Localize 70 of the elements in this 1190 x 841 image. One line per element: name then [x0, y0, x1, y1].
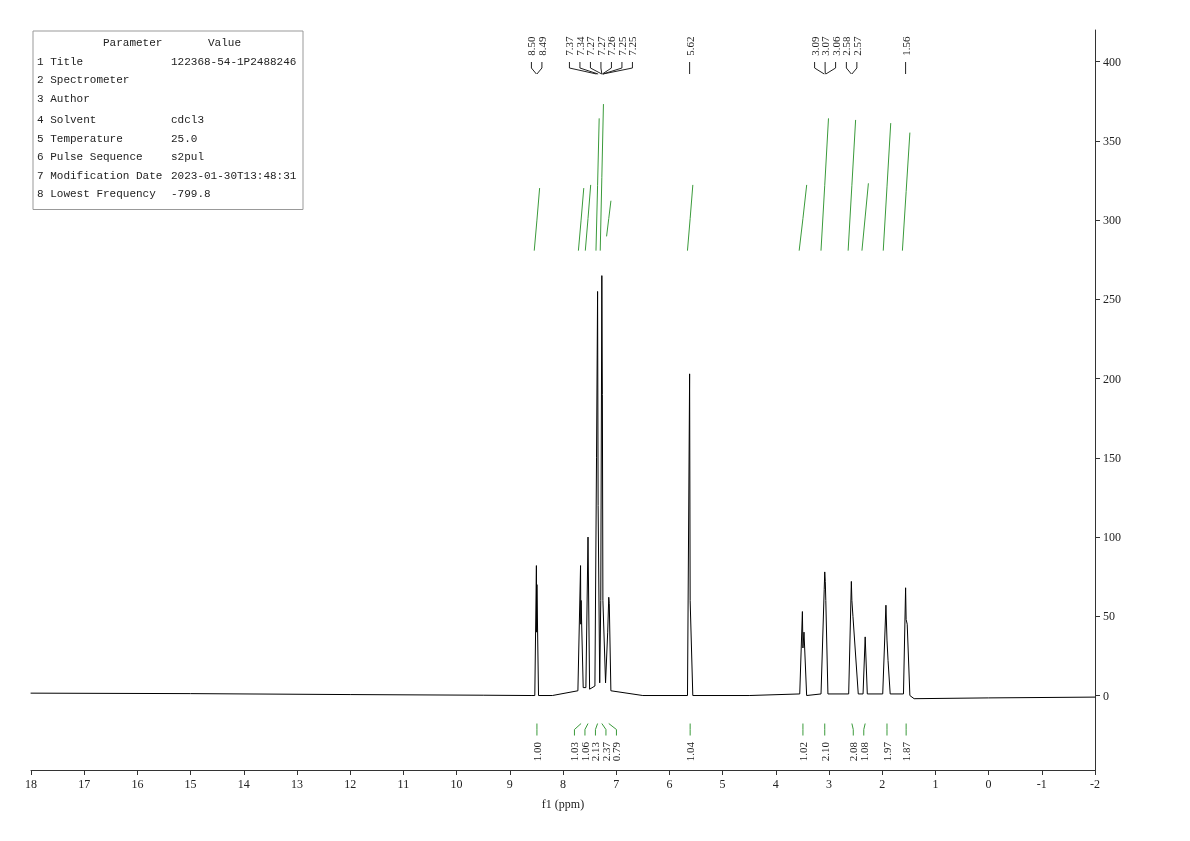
- annotation: 7.34: [573, 35, 586, 56]
- annotation: 1.02: [796, 741, 809, 762]
- text: 1 Title 122368-54-1P2488246: [37, 55, 297, 68]
- annotation: 7.27: [584, 35, 597, 56]
- x-tick-label: 8: [560, 777, 566, 791]
- y-tick-label: 400: [1103, 54, 1121, 69]
- annotation: 1.04: [684, 741, 697, 762]
- y-tick-label: 150: [1103, 450, 1121, 465]
- annotation: 8.50: [525, 35, 538, 56]
- y-tick-label: 250: [1103, 292, 1121, 307]
- x-tick-label: 3: [826, 777, 832, 791]
- x-tick-label: 12: [344, 777, 357, 791]
- annotation: 2.10: [818, 741, 831, 762]
- annotation: 7.25: [626, 35, 639, 56]
- text: 5 Temperature 25.0: [37, 132, 198, 145]
- annotation: 3.09: [808, 35, 821, 56]
- annotation: 2.57: [850, 35, 863, 56]
- annotation: 2.37: [599, 741, 612, 762]
- x-tick-label: 17: [78, 777, 91, 791]
- x-axis-title: f1 (ppm): [541, 797, 585, 811]
- annotation: 2.58: [840, 35, 853, 56]
- line-series: [30, 275, 1096, 700]
- x-tick-label: 16: [131, 777, 144, 791]
- annotation: 3.06: [829, 35, 842, 56]
- x-tick-label: 9: [506, 777, 513, 791]
- annotation: 3 Author: [37, 92, 90, 105]
- x-tick-label: 0: [985, 777, 992, 791]
- y-tick-label: 100: [1103, 530, 1121, 545]
- annotation: 1.97: [880, 741, 893, 762]
- annotation: 1.06: [578, 741, 591, 762]
- annotation: 2.13: [589, 741, 602, 762]
- y-tick-label: 200: [1103, 371, 1121, 386]
- annotation: 1.56: [899, 35, 912, 56]
- x-tick-label: 7: [613, 777, 620, 791]
- x-tick-label: 11: [397, 777, 410, 791]
- x-tick-label: 6: [666, 777, 673, 791]
- annotation: 1.00: [530, 741, 543, 762]
- x-tick-label: 18: [25, 777, 37, 791]
- x-tick-label: 2: [879, 777, 886, 791]
- x-tick-label: -2: [1090, 777, 1100, 791]
- annotation: 7 Modification Date 2023-01-30T13:48:31: [37, 169, 297, 182]
- annotation: 1.08: [857, 741, 870, 762]
- annotation: 7.27: [594, 35, 607, 56]
- annotation: 1.87: [900, 741, 913, 762]
- x-tick-label: -1: [1036, 777, 1047, 791]
- annotation: 7.25: [615, 35, 628, 56]
- x-tick-label: 14: [237, 777, 250, 791]
- x-tick-label: 5: [719, 777, 726, 791]
- annotation: 8.49: [535, 35, 548, 56]
- annotation: 2 Spectrometer: [37, 74, 130, 86]
- y-tick-label: 300: [1103, 213, 1121, 228]
- annotation: 0.79: [610, 741, 623, 762]
- annotation: 2.08: [847, 741, 860, 762]
- x-tick-label: 1: [932, 777, 939, 791]
- y-tick-label: 0: [1103, 688, 1109, 703]
- x-tick-label: 15: [184, 777, 197, 791]
- y-tick-label: 50: [1103, 609, 1115, 624]
- annotation: 1.03: [568, 741, 581, 762]
- text: Parameter Value: [103, 37, 242, 49]
- annotation: 3.07: [819, 35, 832, 56]
- annotation: 7.37: [563, 35, 576, 56]
- annotation: 5.62: [683, 36, 696, 56]
- x-tick-label: 13: [291, 777, 303, 791]
- x-tick-label: 10: [450, 777, 463, 791]
- annotation: 7.26: [605, 35, 618, 56]
- text: 8 Lowest Frequency -799.8: [37, 188, 211, 200]
- text: 4 Solvent cdcl3: [37, 114, 205, 126]
- x-tick-label: 4: [772, 777, 779, 791]
- y-tick-label: 350: [1103, 133, 1121, 148]
- text: 6 Pulse Sequence s2pul: [37, 151, 205, 163]
